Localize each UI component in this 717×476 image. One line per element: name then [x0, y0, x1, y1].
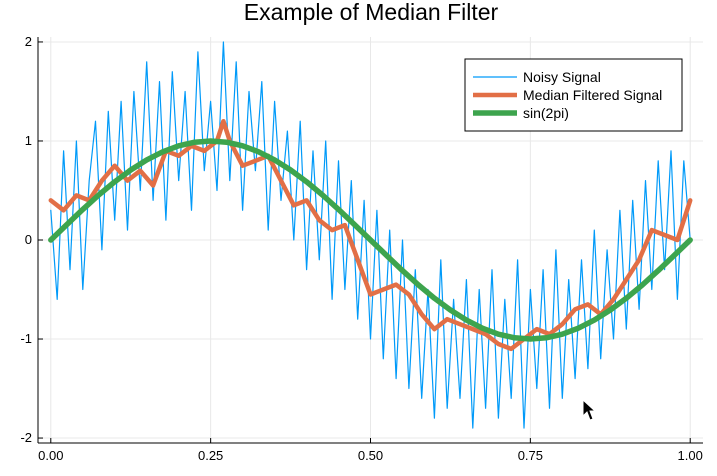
y-tick-label: -2 — [20, 430, 32, 445]
series-line-0 — [50, 41, 691, 429]
series-line-1 — [48, 118, 693, 352]
legend-label-1: Median Filtered Signal — [523, 87, 662, 103]
x-tick-label: 0.00 — [38, 448, 63, 463]
y-tick-label: 0 — [25, 232, 32, 247]
x-tick-label: 0.75 — [518, 448, 543, 463]
x-tick-label: 1.00 — [678, 448, 703, 463]
legend-label-2: sin(2pi) — [523, 105, 569, 121]
x-tick-label: 0.25 — [198, 448, 223, 463]
tick-labels: 0.00 0.25 0.50 0.75 1.00 2 1 0 -1 -2 — [20, 34, 702, 463]
x-tick-label: 0.50 — [358, 448, 383, 463]
legend: Noisy Signal Median Filtered Signal sin(2p… — [464, 58, 683, 132]
series-line-2 — [48, 138, 693, 342]
y-tick-label: -1 — [20, 331, 32, 346]
y-tick-label: 1 — [25, 133, 32, 148]
y-tick-label: 2 — [25, 34, 32, 49]
mouse-cursor-icon — [582, 398, 597, 421]
series-lines — [48, 41, 693, 429]
chart-title: Example of Median Filter — [244, 0, 499, 25]
legend-label-0: Noisy Signal — [523, 69, 601, 85]
